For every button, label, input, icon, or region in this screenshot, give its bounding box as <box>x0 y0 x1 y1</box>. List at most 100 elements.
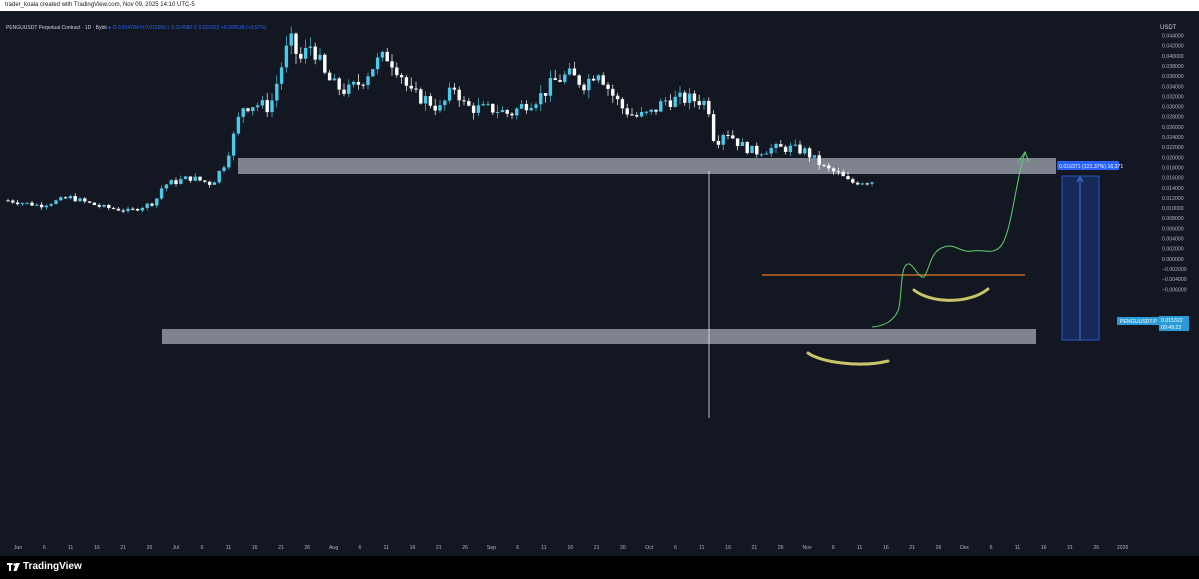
candle-body[interactable] <box>846 176 850 180</box>
candle-body[interactable] <box>807 148 812 158</box>
candle-body[interactable] <box>351 81 356 85</box>
candle-body[interactable] <box>356 81 361 85</box>
candle-body[interactable] <box>164 184 169 189</box>
candle-body[interactable] <box>481 104 485 106</box>
candle-body[interactable] <box>630 114 634 116</box>
candle-body[interactable] <box>92 202 97 206</box>
candle-body[interactable] <box>198 176 202 181</box>
candle-body[interactable] <box>587 78 591 91</box>
candle-body[interactable] <box>649 109 653 112</box>
candle-body[interactable] <box>337 78 341 90</box>
candle-body[interactable] <box>596 75 601 81</box>
candle-body[interactable] <box>831 168 836 172</box>
candle-body[interactable] <box>375 57 380 70</box>
candle-body[interactable] <box>851 179 855 183</box>
candle-body[interactable] <box>620 99 625 109</box>
candle-body[interactable] <box>774 144 778 149</box>
price-axis[interactable]: 0.044000 0.042000 0.040000 0.038000 0.036000… <box>1162 34 1187 294</box>
candle-body[interactable] <box>347 84 351 94</box>
candle-body[interactable] <box>855 182 860 185</box>
candle-body[interactable] <box>615 95 620 100</box>
candle-body[interactable] <box>678 92 682 97</box>
candle-body[interactable] <box>294 33 298 54</box>
candle-body[interactable] <box>572 68 577 76</box>
candle-body[interactable] <box>817 155 821 166</box>
candle-body[interactable] <box>860 183 865 185</box>
candle-body[interactable] <box>318 54 322 60</box>
candle-body[interactable] <box>428 96 433 106</box>
candle-body[interactable] <box>726 135 730 137</box>
candle-body[interactable] <box>35 204 39 206</box>
candle-body[interactable] <box>54 200 58 205</box>
candle-body[interactable] <box>755 145 759 155</box>
candle-body[interactable] <box>668 100 673 107</box>
candle-body[interactable] <box>865 183 869 185</box>
candle-body[interactable] <box>390 61 394 68</box>
candle-body[interactable] <box>73 196 77 202</box>
candle-body[interactable] <box>577 75 581 85</box>
candle-body[interactable] <box>788 145 793 152</box>
candle-body[interactable] <box>452 87 457 90</box>
candle-body[interactable] <box>183 176 188 180</box>
candle-body[interactable] <box>548 78 553 96</box>
candle-body[interactable] <box>68 196 73 199</box>
candle-body[interactable] <box>683 92 687 103</box>
candle-body[interactable] <box>769 148 773 154</box>
candle-body[interactable] <box>841 171 845 177</box>
candle-body[interactable] <box>515 108 519 116</box>
candle-body[interactable] <box>323 54 327 73</box>
support-resistance-zones[interactable] <box>162 158 1056 344</box>
candle-body[interactable] <box>500 110 505 113</box>
candle-body[interactable] <box>659 101 663 112</box>
candle-body[interactable] <box>644 111 649 113</box>
candle-body[interactable] <box>49 204 53 206</box>
candle-body[interactable] <box>635 115 639 117</box>
candle-body[interactable] <box>121 210 125 212</box>
candle-body[interactable] <box>39 204 44 208</box>
candle-body[interactable] <box>836 171 841 173</box>
candle-body[interactable] <box>102 205 106 207</box>
candle-body[interactable] <box>308 46 313 48</box>
candle-body[interactable] <box>611 88 615 96</box>
candle-body[interactable] <box>275 83 279 101</box>
projection-path[interactable] <box>871 152 1026 328</box>
candle-body[interactable] <box>380 51 385 58</box>
candle-body[interactable] <box>822 165 826 167</box>
candle-body[interactable] <box>438 105 442 111</box>
candle-body[interactable] <box>601 75 605 85</box>
candle-body[interactable] <box>366 76 370 85</box>
candle-body[interactable] <box>279 67 284 84</box>
candle-body[interactable] <box>174 180 178 184</box>
candle-body[interactable] <box>462 100 466 102</box>
candle-body[interactable] <box>270 100 274 113</box>
candle-body[interactable] <box>721 135 725 145</box>
symbol-name[interactable]: PENGUUSDT Perpetual Contract · 1D · Bybi… <box>6 25 107 31</box>
candle-body[interactable] <box>299 53 303 59</box>
candlesticks[interactable] <box>6 26 874 214</box>
candle-body[interactable] <box>745 142 749 154</box>
candle-body[interactable] <box>779 144 783 147</box>
candle-body[interactable] <box>663 100 668 102</box>
measure-tool[interactable]: 0.016371 (121.37%) 16,371 <box>1057 161 1123 341</box>
candle-body[interactable] <box>534 104 538 108</box>
candle-body[interactable] <box>539 93 543 105</box>
candle-body[interactable] <box>798 144 802 154</box>
candle-body[interactable] <box>399 75 404 78</box>
candle-body[interactable] <box>327 72 332 81</box>
candle-body[interactable] <box>447 87 452 101</box>
candle-body[interactable] <box>107 205 111 208</box>
candle-body[interactable] <box>711 114 716 142</box>
candle-body[interactable] <box>491 103 495 113</box>
candle-body[interactable] <box>433 105 437 111</box>
candle-body[interactable] <box>207 181 212 185</box>
candle-body[interactable] <box>131 208 135 210</box>
candle-body[interactable] <box>812 155 817 158</box>
candle-body[interactable] <box>697 101 701 106</box>
currency-label[interactable]: USDT <box>1160 25 1177 31</box>
candle-body[interactable] <box>793 144 797 146</box>
handwritten-curve-upper[interactable] <box>912 287 990 302</box>
candle-body[interactable] <box>116 208 121 211</box>
candle-body[interactable] <box>591 78 596 81</box>
candle-body[interactable] <box>495 112 500 114</box>
candle-body[interactable] <box>212 182 217 185</box>
